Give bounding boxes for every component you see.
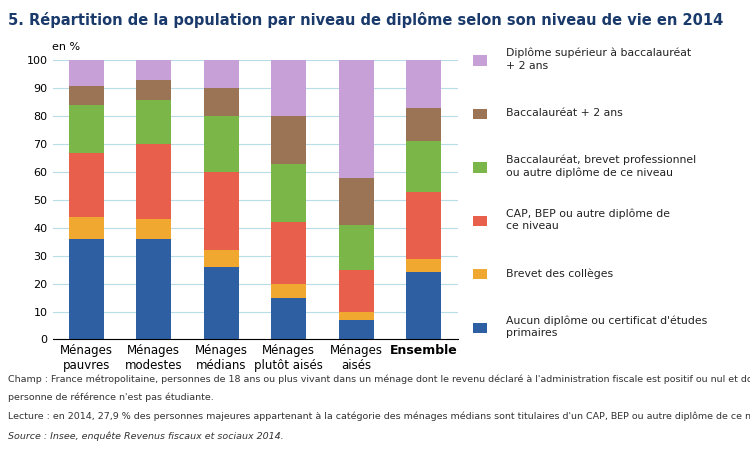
Text: Diplôme supérieur à baccalauréat
+ 2 ans: Diplôme supérieur à baccalauréat + 2 ans: [506, 48, 692, 71]
Text: CAP, BEP ou autre diplôme de
ce niveau: CAP, BEP ou autre diplôme de ce niveau: [506, 208, 670, 231]
Bar: [339, 178, 374, 225]
Bar: [339, 60, 374, 178]
Bar: [272, 164, 306, 222]
Text: en %: en %: [53, 42, 81, 52]
Bar: [136, 80, 171, 100]
Bar: [406, 108, 441, 141]
Bar: [204, 88, 238, 116]
Bar: [339, 270, 374, 312]
Bar: [406, 141, 441, 192]
Bar: [272, 284, 306, 298]
Bar: [339, 320, 374, 339]
Bar: [69, 239, 104, 339]
Bar: [406, 272, 441, 339]
Bar: [69, 60, 104, 86]
Bar: [136, 144, 171, 219]
Bar: [204, 116, 238, 172]
Bar: [136, 219, 171, 239]
Bar: [406, 192, 441, 259]
Bar: [204, 267, 238, 339]
Bar: [204, 172, 238, 250]
Text: 5. Répartition de la population par niveau de diplôme selon son niveau de vie en: 5. Répartition de la population par nive…: [8, 12, 723, 27]
Text: Aucun diplôme ou certificat d'études
primaires: Aucun diplôme ou certificat d'études pri…: [506, 315, 707, 338]
Bar: [272, 60, 306, 116]
Text: Champ : France métropolitaine, personnes de 18 ans ou plus vivant dans un ménage: Champ : France métropolitaine, personnes…: [8, 374, 750, 384]
Bar: [69, 153, 104, 217]
Bar: [136, 60, 171, 80]
Bar: [136, 100, 171, 144]
Bar: [204, 60, 238, 88]
Text: Baccalauréat, brevet professionnel
ou autre diplôme de ce niveau: Baccalauréat, brevet professionnel ou au…: [506, 154, 696, 178]
Text: personne de référence n'est pas étudiante.: personne de référence n'est pas étudiant…: [8, 393, 213, 402]
Text: Lecture : en 2014, 27,9 % des personnes majeures appartenant à la catégorie des : Lecture : en 2014, 27,9 % des personnes …: [8, 412, 750, 421]
Text: Brevet des collèges: Brevet des collèges: [506, 268, 614, 279]
Bar: [272, 222, 306, 284]
Text: Baccalauréat + 2 ans: Baccalauréat + 2 ans: [506, 108, 623, 118]
Bar: [204, 250, 238, 267]
Bar: [339, 225, 374, 270]
Bar: [136, 239, 171, 339]
Bar: [339, 312, 374, 320]
Bar: [69, 217, 104, 239]
Bar: [272, 298, 306, 339]
Text: Source : Insee, enquête Revenus fiscaux et sociaux 2014.: Source : Insee, enquête Revenus fiscaux …: [8, 432, 284, 441]
Bar: [406, 259, 441, 272]
Bar: [69, 105, 104, 153]
Bar: [69, 86, 104, 105]
Bar: [272, 116, 306, 164]
Bar: [406, 60, 441, 108]
